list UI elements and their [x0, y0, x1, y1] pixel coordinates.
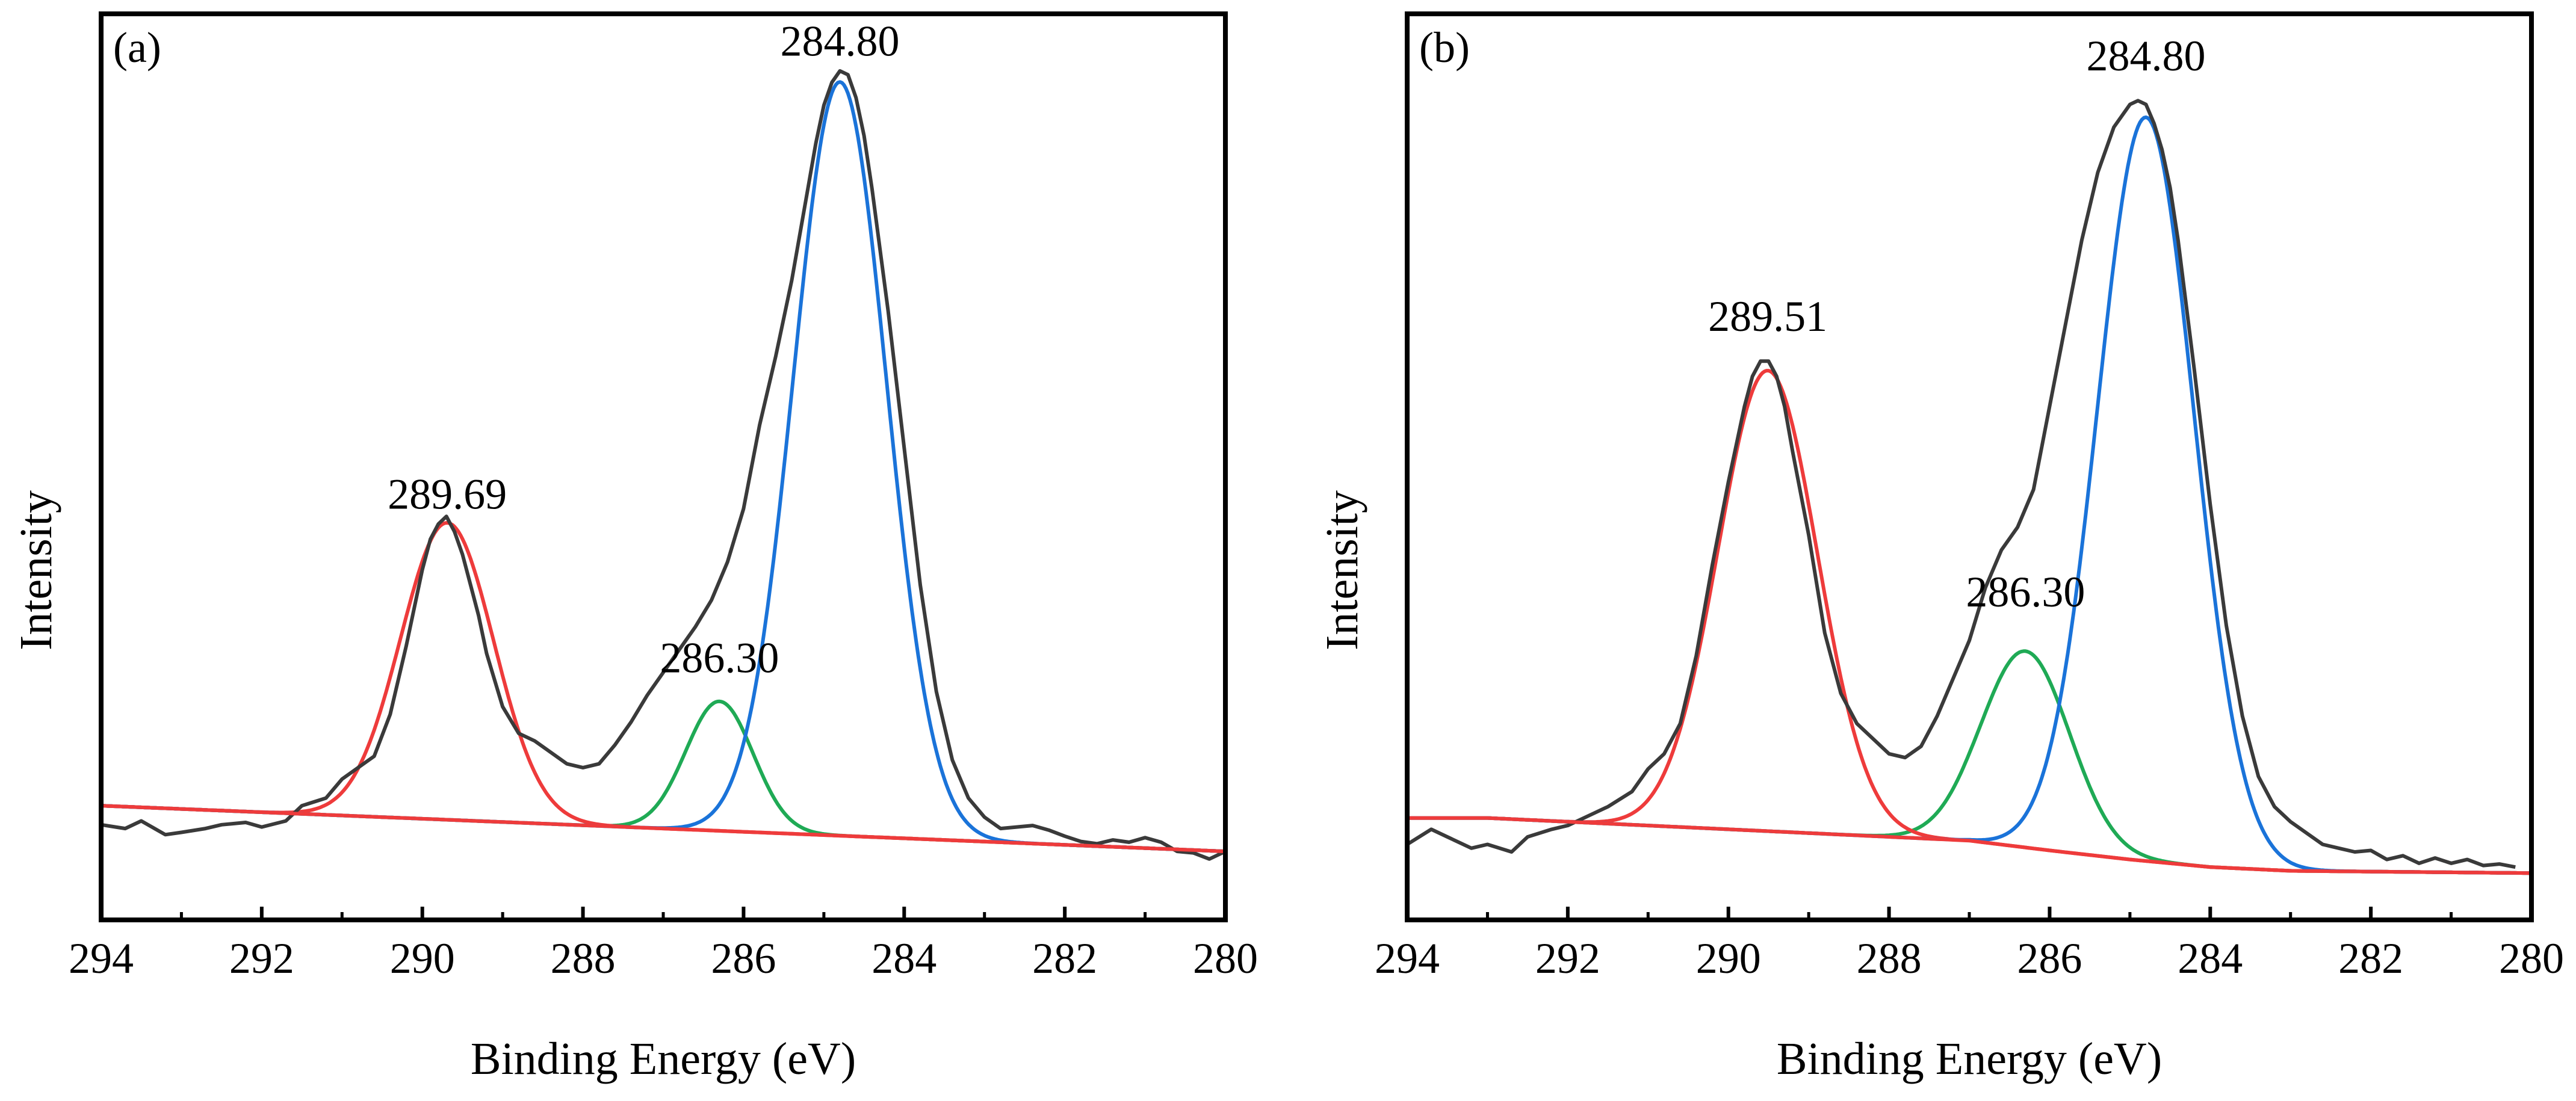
fit-curve-red-a	[101, 521, 1226, 854]
x-tick-label-a: 280	[1193, 934, 1258, 982]
fit-curve-red-b	[1407, 369, 2531, 875]
x-tick-label-a: 294	[69, 934, 134, 982]
x-tick-label-b: 284	[2178, 934, 2243, 982]
peak-annotation-b: 289.51	[1708, 292, 1827, 341]
x-tick-label-b: 290	[1696, 934, 1761, 982]
plot-frame-b	[1405, 11, 2534, 922]
x-tick-label-b: 288	[1857, 934, 1922, 982]
x-tick-label-a: 286	[711, 934, 776, 982]
peak-annotation-a: 284.80	[781, 17, 900, 66]
panel-b: Intensity Binding Energy (eV) 294 292 290 2…	[1317, 11, 2564, 1084]
raw-data-line-a	[101, 69, 1227, 861]
plot-frame-a	[99, 11, 1228, 922]
panel-a: Intensity Binding Energy (eV) 294 292 290 2…	[11, 11, 1258, 1084]
fit-curve-blue-a	[101, 80, 1226, 854]
x-tick-label-b: 280	[2499, 934, 2564, 982]
peak-annotation-b: 286.30	[1966, 568, 2085, 616]
peak-annotation-a: 286.30	[660, 634, 779, 682]
x-tick-label-a: 292	[229, 934, 294, 982]
x-tick-label-b: 292	[1535, 934, 1600, 982]
x-tick-label-a: 288	[551, 934, 616, 982]
x-tick-label-b: 282	[2338, 934, 2403, 982]
x-axis-label-a: Binding Energy (eV)	[471, 1034, 856, 1084]
baseline-curve-b	[1407, 816, 2532, 875]
baseline-curve-a	[101, 804, 1226, 854]
x-tick-label-a: 284	[872, 934, 937, 982]
panel-label-a: (a)	[113, 23, 161, 72]
peak-annotation-a: 289.69	[388, 470, 507, 519]
fit-curve-blue-b	[1407, 115, 2531, 875]
x-tick-label-a: 282	[1032, 934, 1097, 982]
peak-annotation-b: 284.80	[2087, 32, 2206, 80]
x-tick-label-b: 294	[1375, 934, 1440, 982]
x-tick-label-b: 286	[2017, 934, 2082, 982]
y-axis-label-a: Intensity	[11, 490, 61, 650]
raw-data-line-b	[1406, 99, 2516, 869]
x-axis-label-b: Binding Energy (eV)	[1777, 1034, 2162, 1084]
x-tick-label-a: 290	[390, 934, 455, 982]
y-axis-label-b: Intensity	[1317, 490, 1367, 650]
panel-label-b: (b)	[1419, 23, 1470, 72]
